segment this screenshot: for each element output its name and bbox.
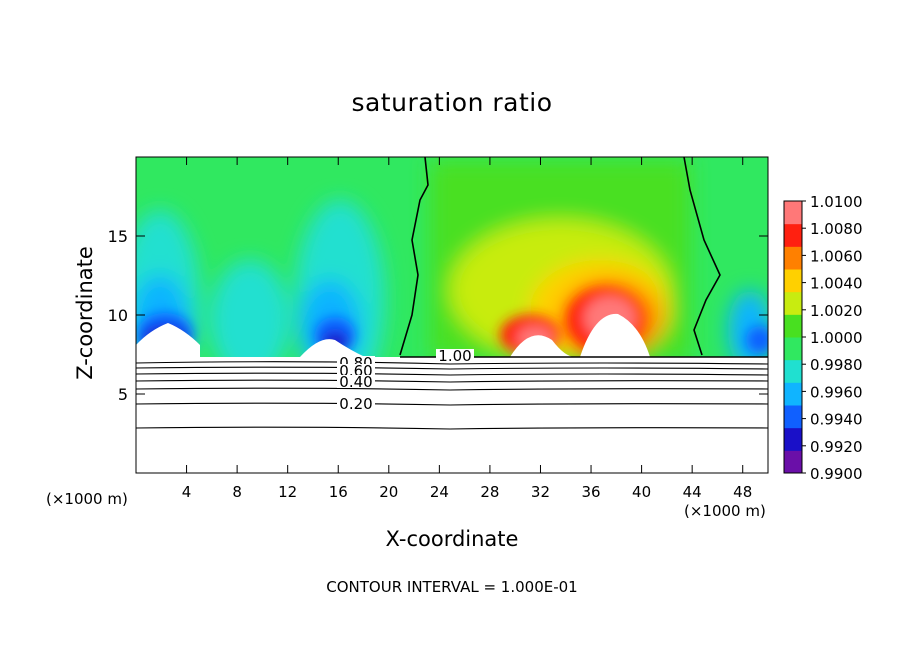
field-layer [136, 157, 768, 473]
y-tick-label: 5 [118, 385, 128, 404]
x-tick-label: 28 [480, 483, 499, 501]
x-tick-label: 40 [632, 483, 651, 501]
x-axis-ticks: 4 8 12 16 20 24 28 32 36 40 44 48 [182, 157, 752, 501]
colorbar-label: 0.9960 [810, 383, 863, 401]
terrain-mask-peak-2 [580, 313, 650, 357]
colorbar-swatch [784, 382, 802, 406]
x-tick-label: 32 [531, 483, 550, 501]
x-tick-label: 48 [733, 483, 752, 501]
colorbar-label: 1.0000 [810, 329, 863, 347]
colorbar-label: 1.0040 [810, 275, 863, 293]
colorbar-label: 1.0100 [810, 193, 863, 211]
chart-title: saturation ratio [351, 88, 553, 117]
contour-interval-note: CONTOUR INTERVAL = 1.000E-01 [326, 578, 578, 596]
x-unit-label-left: (×1000 m) [46, 490, 128, 508]
x-tick-label: 16 [329, 483, 348, 501]
colorbar-swatch [784, 427, 802, 451]
colorbar-label: 0.9900 [810, 465, 863, 483]
colorbar-label: 0.9940 [810, 411, 863, 429]
contour-label-bg [337, 375, 375, 388]
colorbar-label: 0.9920 [810, 438, 863, 456]
colorbar-swatch [784, 314, 802, 338]
colorbar-label: 1.0060 [810, 247, 863, 265]
x-tick-label: 36 [581, 483, 600, 501]
contour-label-bg [337, 397, 375, 410]
colorbar-swatch [784, 450, 802, 474]
contour-line-1-00-right [683, 157, 721, 356]
terrain-mask-mid [300, 339, 365, 357]
contour-labels: 1.000.800.600.400.20 [337, 347, 474, 413]
x-tick-label: 44 [683, 483, 702, 501]
contour-label: 0.40 [339, 373, 372, 391]
terrain-mask-peak-1 [510, 335, 575, 357]
colorbar-swatch [784, 359, 802, 383]
colorbar-swatch [784, 246, 802, 270]
colorbar-label: 0.9980 [810, 356, 863, 374]
colorbar: 0.9900 0.9920 0.9940 0.9960 0.9980 1.0000 1.00… [783, 193, 863, 483]
colorbar-swatch [784, 291, 802, 315]
x-tick-label: 20 [379, 483, 398, 501]
y-axis-label: Z-coordinate [73, 246, 97, 380]
colorbar-swatch [784, 269, 802, 293]
x-tick-label: 24 [430, 483, 449, 501]
contour-label-bg [436, 349, 474, 362]
y-tick-label: 15 [108, 227, 128, 246]
terrain-mask-base [136, 357, 768, 473]
contour-label: 1.00 [438, 347, 471, 365]
x-tick-label: 4 [182, 483, 192, 501]
x-axis-label: X-coordinate [385, 527, 519, 551]
colorbar-swatch [784, 201, 802, 225]
colorbar-swatch [784, 223, 802, 247]
colorbar-swatch [784, 405, 802, 429]
x-unit-label-right: (×1000 m) [684, 502, 766, 520]
contour-label: 0.20 [339, 395, 372, 413]
x-tick-label: 12 [278, 483, 297, 501]
colorbar-label: 1.0020 [810, 302, 863, 320]
contour-line-1-00-left [399, 157, 429, 356]
y-tick-label: 10 [108, 306, 128, 325]
x-tick-label: 8 [232, 483, 242, 501]
right-moist-region [430, 160, 690, 360]
y-axis-ticks: 5 10 15 [108, 227, 768, 404]
colorbar-label: 1.0080 [810, 220, 863, 238]
contour-label-bg [337, 364, 375, 377]
colorbar-swatch [784, 337, 802, 361]
contour-lines-lower [136, 361, 768, 430]
